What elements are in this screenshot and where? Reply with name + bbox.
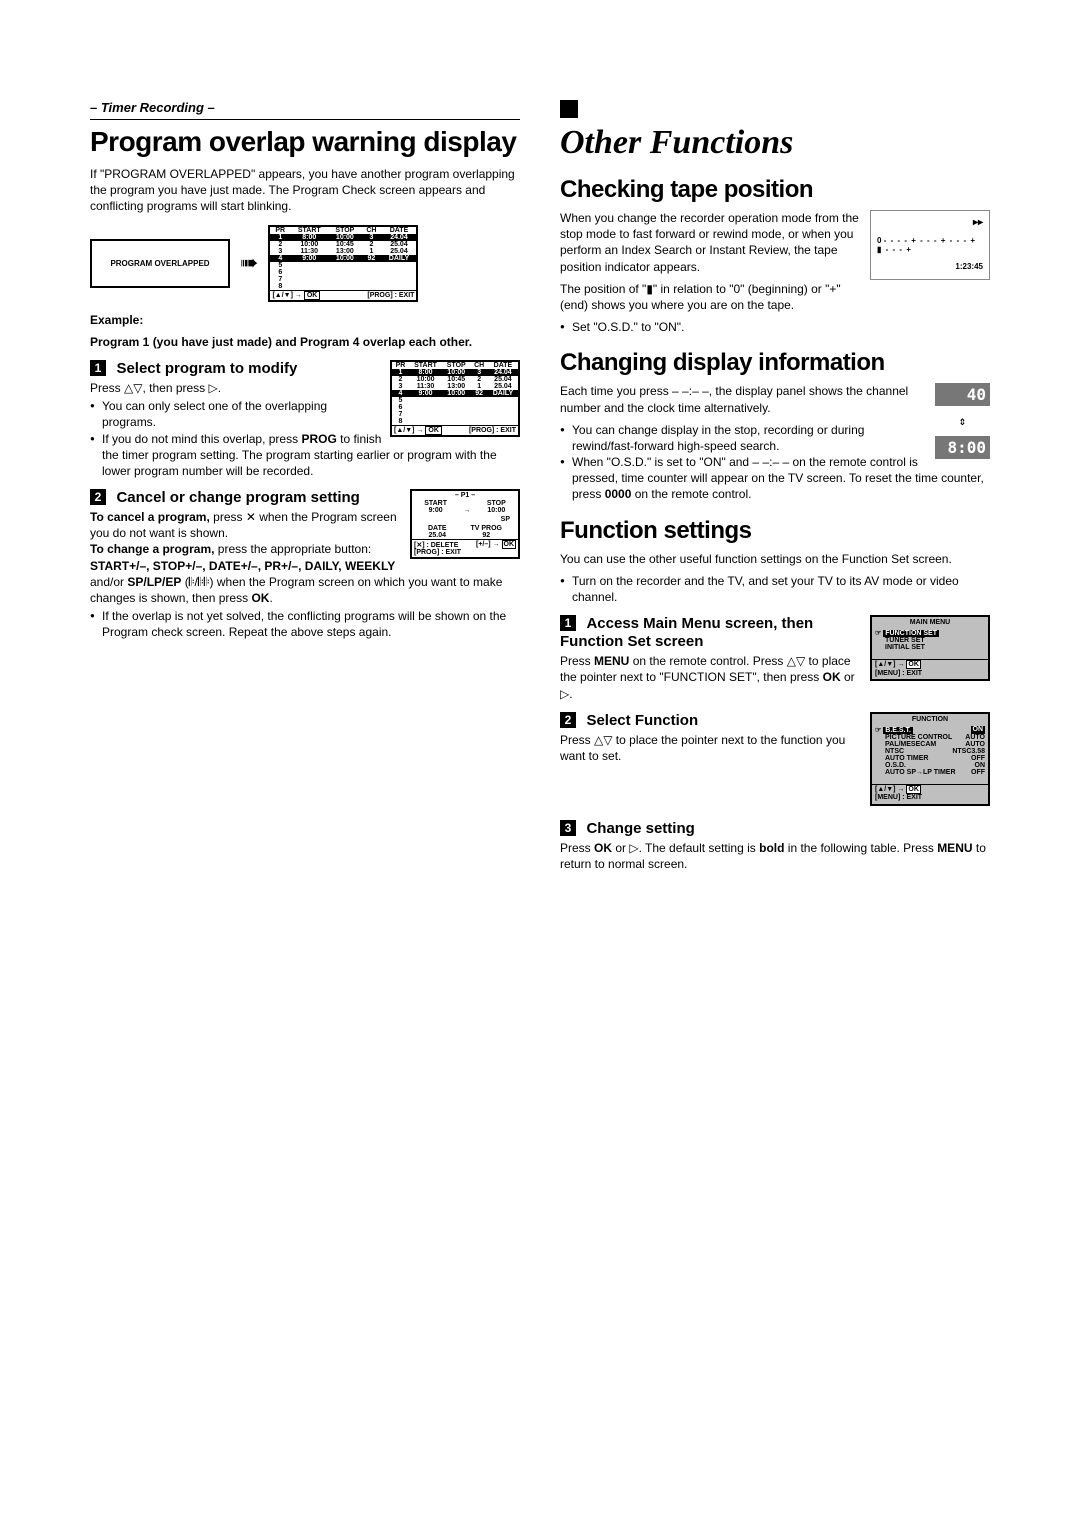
s2-b2: When "O.S.D." is set to "ON" and – –:– –…	[560, 454, 990, 503]
intro-text: If "PROGRAM OVERLAPPED" appears, you hav…	[90, 166, 520, 215]
overlap-label: PROGRAM OVERLAPPED	[90, 239, 230, 288]
section-marker	[560, 100, 578, 118]
s3-b1: Turn on the recorder and the TV, and set…	[560, 573, 990, 605]
example-text: Program 1 (you have just made) and Progr…	[90, 334, 520, 350]
step1-bullet1: You can only select one of the overlappi…	[90, 398, 520, 430]
fs-step3-title: Change setting	[586, 820, 694, 837]
function-menu-screen: FUNCTION B.E.S.T.ONPICTURE CONTROLAUTOPA…	[870, 712, 990, 806]
breadcrumb: – Timer Recording –	[90, 100, 520, 120]
overlap-row: PROGRAM OVERLAPPED ➠ PRSTARTSTOPCHDATE18…	[90, 225, 520, 302]
p1-screen: – P1 – START9:00 → STOP10:00 SP DATE25.0…	[410, 489, 520, 559]
fs-step-number-1: 1	[560, 615, 576, 631]
step-number-1: 1	[90, 360, 106, 376]
step2-bullet1: If the overlap is not yet solved, the co…	[90, 608, 520, 640]
fs-step-number-3: 3	[560, 820, 576, 836]
step-number-2: 2	[90, 489, 106, 505]
section-changing-display: Changing display information	[560, 349, 990, 377]
tape-position-display: ▸▸ 0 - - - - + - - - + - - - + ▮ - - - +…	[870, 210, 990, 280]
fs-step2-title: Select Function	[586, 712, 698, 729]
arrow-icon: ➠	[240, 250, 258, 276]
fs-step-number-2: 2	[560, 712, 576, 728]
fs-step3-body: Press OK or ▷. The default setting is bo…	[560, 840, 990, 872]
step1-bullet2: If you do not mind this overlap, press P…	[90, 431, 520, 480]
page-title-right: Other Functions	[560, 124, 990, 162]
s1-b1: Set "O.S.D." to "ON".	[560, 319, 990, 335]
page-title-left: Program overlap warning display	[90, 126, 520, 158]
section-checking-tape: Checking tape position	[560, 176, 990, 204]
program-table-screen: PRSTARTSTOPCHDATE18:0010:00324.04210:001…	[268, 225, 418, 302]
section-function-settings: Function settings	[560, 517, 990, 545]
s3-p1: You can use the other useful function se…	[560, 551, 990, 567]
s2-p1: Each time you press – –:– –, the display…	[560, 383, 990, 415]
example-label: Example:	[90, 313, 143, 327]
fs-step1-title: Access Main Menu screen, then Function S…	[560, 615, 813, 650]
s2-b1: You can change display in the stop, reco…	[560, 422, 990, 454]
s1-p2: The position of "▮" in relation to "0" (…	[560, 281, 990, 313]
step1-title: Select program to modify	[116, 360, 297, 377]
main-menu-screen: MAIN MENU FUNCTION SET TUNER SET INITIAL…	[870, 615, 990, 681]
step2-title: Cancel or change program setting	[116, 489, 359, 506]
